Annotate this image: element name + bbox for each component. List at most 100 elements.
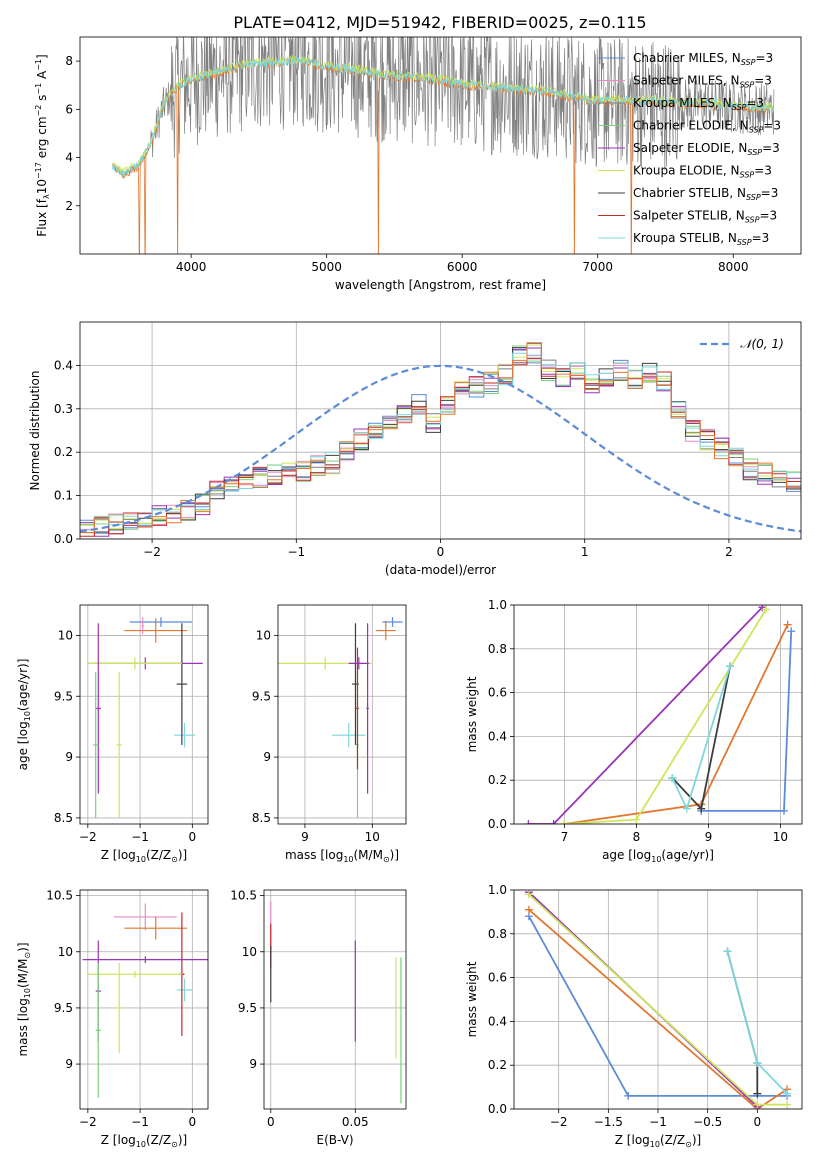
y-tick-label: 0.2 [54,445,73,459]
y-tick-label: 0.2 [488,1058,507,1072]
label-part: SSP [747,148,762,157]
mass-weight-series-line [528,606,764,824]
plus-marker [697,804,706,813]
x-tick-label: −2 [79,830,97,844]
label-part: s [35,95,49,105]
x-tick-label: 10 [365,830,380,844]
y-tick-label: 6 [65,102,73,116]
y-tick-label: 0.8 [488,927,507,941]
label-part: A [35,70,49,83]
y-tick-label: 0.0 [54,532,73,546]
label-part: SSP [745,216,760,225]
label-part: SSP [741,58,756,67]
legend-label: Salpeter ELODIE, NSSP=3 [633,141,780,157]
plus-marker [753,1100,762,1109]
legend-label: Chabrier STELIB, NSSP=3 [633,186,778,202]
y-tick-label: 9.5 [54,1001,73,1015]
label-part: 10 [35,179,49,194]
plot-area [82,903,208,1098]
x-tick-label: 0 [753,1115,761,1129]
label-part: SSP [737,238,752,247]
label-part: −1 [34,83,43,95]
y-tick-label: 0.4 [488,729,507,743]
mass-weight-series-line [726,951,759,1094]
plus-marker [524,820,533,824]
y-tick-label: 9 [249,1057,257,1071]
plot-area [112,37,775,254]
axes-frame [263,889,407,1110]
y-tick-label: 0.2 [488,773,507,787]
label-part: 10 [23,988,32,998]
plus-marker [783,1100,792,1109]
label-part: 10 [343,855,353,864]
label-part: =3 [759,209,777,223]
x-tick-label: 10 [773,830,788,844]
label-part: Salpeter ELODIE, N [633,141,747,155]
plus-marker [632,815,641,824]
y-tick-label: 10 [256,628,271,642]
plot-area [278,617,403,818]
legend-label: Kroupa ELODIE, NSSP=3 [633,164,772,180]
label-part: (Z/Z [146,848,171,862]
y-tick-label: 9.5 [238,1001,257,1015]
x-tick-label: 1 [581,545,589,559]
x-axis-label: wavelength [Angstrom, rest frame] [335,278,546,292]
plus-marker [549,820,558,824]
legend-label: Kroupa STELIB, NSSP=3 [633,231,769,247]
plot-area [80,342,801,537]
label-part: =3 [763,119,781,133]
y-tick-label: 0.0 [488,817,507,831]
label-part: age [log [16,721,30,770]
y-tick-label: 4 [65,151,73,165]
y-axis-label: Normed distribution [28,371,42,491]
label-part: ⊙ [23,952,32,959]
normal-curve [80,364,801,533]
label-part: Salpeter STELIB, N [633,209,745,223]
y-tick-label: 9 [65,1057,73,1071]
legend-label: Chabrier MILES, NSSP=3 [633,51,773,67]
legend-label: Salpeter STELIB, NSSP=3 [633,209,777,225]
label-part: ] [35,54,49,59]
axes-frame [513,604,803,825]
plot-area [524,605,796,824]
y-axis-label: mass weight [465,961,479,1037]
label-part: −1 [34,59,43,71]
plus-marker [624,1091,633,1100]
label-part: Z [log [101,848,136,862]
x-tick-label: −1 [131,830,149,844]
x-tick-label: −1 [649,1115,667,1129]
label-part: age [log [602,848,651,862]
residuals-panel: −2 −1 0 1 2 0.0 0.1 0.2 0.3 0.4 (data-model)/error… [28,321,802,577]
plus-marker [783,620,792,629]
histogram-step-line [80,357,801,537]
plus-marker [723,947,732,956]
label-part: =3 [755,51,773,65]
axes-frame [79,321,802,540]
plus-marker [753,1089,762,1098]
label-part: Salpeter MILES, N [633,74,740,88]
y-tick-label: 8.5 [54,811,73,825]
y-axis-label: mass [log10(M/M⊙)] [16,942,32,1056]
plot-area [270,901,402,1104]
model-spectrum-line [112,55,774,176]
x-tick-label: 0 [189,830,197,844]
label-part: −2 [34,105,43,117]
label-part: SSP [740,81,755,90]
x-tick-label: 6000 [447,260,478,274]
plus-marker [783,1089,792,1098]
label-part: =3 [762,141,780,155]
massweight-vs-metallicity-panel: −2 −1.5 −1 −0.5 0 0.0 0.2 0.4 0.6 0.8 1.0 Z [log10(… [465,883,803,1149]
label-part: )] [178,1133,187,1147]
y-tick-label: 0.1 [54,489,73,503]
label-part: 10 [651,855,661,864]
plus-marker [668,774,677,783]
label-part: Flux [f [35,198,49,236]
histogram-step-line [80,342,801,534]
label-part: Chabrier ELODIE, N [633,119,749,133]
plus-marker [753,1059,762,1068]
x-tick-label: −2 [550,1115,568,1129]
mass-vs-ebv-panel: 0 0.05 9 9.5 10 10.5 E(B-V) [230,889,407,1147]
x-tick-label: 7000 [582,260,613,274]
axes-frame [79,889,209,1110]
